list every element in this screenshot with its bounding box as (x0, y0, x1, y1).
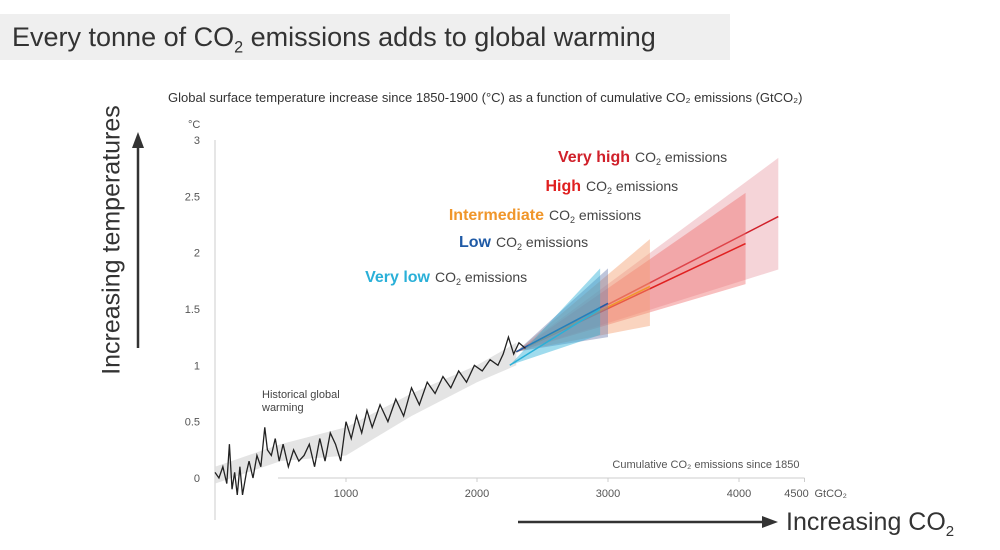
chart-title: Global surface temperature increase sinc… (168, 90, 803, 105)
scenario-range (516, 157, 779, 352)
legend-label: Very low (365, 269, 430, 286)
historical-range (215, 342, 517, 484)
legend-suffix: CO2 emissions (586, 178, 678, 196)
x-tick-label: 4000 (727, 488, 751, 500)
legend-suffix: CO2 emissions (435, 269, 527, 287)
y-arrow-head (132, 132, 144, 148)
x-tick-label: 3000 (596, 488, 620, 500)
scenario-line (509, 308, 601, 366)
x-side-label: Increasing CO2 (786, 508, 954, 540)
x-side-label-text: Increasing CO (786, 508, 946, 536)
y-tick-label: 2.5 (185, 191, 200, 203)
legend-suffix: CO2 emissions (549, 207, 641, 225)
y-tick-label: 3 (194, 135, 200, 147)
title-part: Every tonne of CO (12, 22, 235, 52)
x-tick-label: 2000 (465, 488, 489, 500)
x-tick-label: 1000 (334, 488, 358, 500)
y-tick-label: 1.5 (185, 304, 200, 316)
x-side-label-sub: 2 (945, 523, 955, 540)
y-tick-label: 2 (194, 248, 200, 260)
annotation: Historical global (262, 389, 340, 401)
historical-line (214, 334, 526, 496)
title-banner: Every tonne of CO2 emissions adds to glo… (0, 14, 730, 60)
x-axis-label: Cumulative CO₂ emissions since 1850 (612, 459, 799, 471)
y-tick-label: 0.5 (185, 417, 200, 429)
y-tick-label: 1 (194, 360, 200, 372)
title-part: emissions adds to global warming (243, 22, 656, 52)
y-unit-label: °C (188, 119, 200, 131)
scenario-range (516, 192, 746, 352)
page-title: Every tonne of CO2 emissions adds to glo… (12, 22, 656, 57)
legend-label: Low (459, 234, 492, 251)
title-subscript: 2 (234, 38, 244, 57)
y-tick-label: 0 (194, 473, 200, 485)
legend-label: Very high (558, 149, 630, 166)
legend-label: High (545, 178, 581, 195)
scenario-range (516, 268, 608, 352)
annotation: warming (261, 402, 304, 414)
legend-suffix: CO2 emissions (496, 234, 588, 252)
legend-suffix: CO2 emissions (635, 149, 727, 167)
scenario-range (509, 268, 601, 366)
x-unit-label: GtCO₂ (815, 488, 847, 500)
scenario-line (515, 302, 609, 353)
legend-label: Intermediate (449, 207, 544, 224)
x-arrow-head (762, 516, 778, 528)
x-tick-label: 4500 (784, 488, 808, 500)
scenario-range (516, 239, 650, 352)
